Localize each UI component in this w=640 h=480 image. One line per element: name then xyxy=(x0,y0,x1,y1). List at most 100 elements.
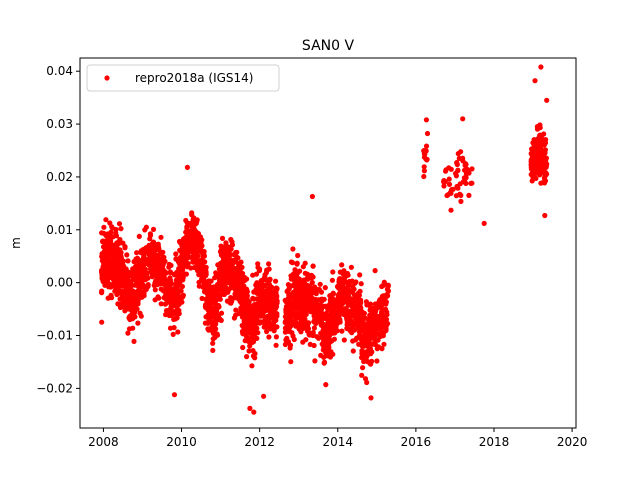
data-point xyxy=(198,240,204,246)
data-point xyxy=(249,363,255,369)
data-point xyxy=(337,276,343,282)
data-point xyxy=(343,306,349,312)
data-point xyxy=(261,393,267,399)
data-point xyxy=(421,168,427,174)
data-point xyxy=(127,282,133,288)
data-point xyxy=(126,326,133,332)
data-point xyxy=(206,309,212,315)
data-point xyxy=(298,317,304,323)
data-point xyxy=(180,277,186,283)
data-point xyxy=(358,281,364,287)
legend-label: repro2018a (IGS14) xyxy=(135,71,253,85)
data-point xyxy=(132,277,138,283)
data-point xyxy=(320,347,326,353)
data-point xyxy=(542,212,548,219)
data-point xyxy=(307,300,313,306)
data-point xyxy=(182,248,189,254)
data-point xyxy=(441,179,447,185)
data-point xyxy=(298,293,305,300)
data-point xyxy=(223,242,229,248)
data-point xyxy=(282,329,288,335)
data-point xyxy=(250,303,256,309)
data-point xyxy=(323,338,329,344)
data-point xyxy=(136,233,142,239)
data-point xyxy=(379,283,385,290)
data-point xyxy=(242,295,249,301)
data-point xyxy=(170,331,176,337)
data-point xyxy=(336,296,342,302)
data-point xyxy=(112,269,119,275)
data-point xyxy=(291,336,297,343)
data-point xyxy=(304,271,311,277)
data-point xyxy=(302,283,308,289)
data-point xyxy=(122,283,128,289)
data-point xyxy=(266,266,272,272)
data-point xyxy=(207,296,213,302)
data-point xyxy=(161,254,167,260)
data-point xyxy=(315,319,321,325)
data-point xyxy=(142,261,148,267)
data-point xyxy=(101,224,107,230)
data-point xyxy=(289,330,295,336)
data-point xyxy=(340,286,346,292)
data-point xyxy=(544,171,550,177)
data-point xyxy=(306,320,312,326)
data-point xyxy=(240,288,246,294)
data-point xyxy=(113,230,119,236)
data-point xyxy=(191,250,197,256)
data-point xyxy=(100,254,106,261)
data-point xyxy=(454,161,460,168)
data-point xyxy=(350,348,356,354)
data-point xyxy=(362,376,369,382)
data-point xyxy=(122,269,129,275)
data-point xyxy=(285,314,292,320)
data-point xyxy=(538,64,544,70)
data-point xyxy=(170,308,176,315)
data-point xyxy=(131,292,137,298)
data-point xyxy=(463,162,469,168)
data-point xyxy=(184,164,190,170)
data-point xyxy=(138,313,144,319)
data-point xyxy=(423,143,430,149)
data-point xyxy=(450,186,456,192)
data-point xyxy=(324,348,330,354)
data-point xyxy=(310,263,316,269)
data-point xyxy=(446,176,452,182)
data-point xyxy=(184,230,190,236)
data-point xyxy=(261,276,267,283)
data-point xyxy=(118,255,124,261)
data-point xyxy=(154,259,161,265)
legend-box xyxy=(86,64,280,92)
data-point xyxy=(367,312,373,318)
data-point xyxy=(327,354,333,360)
data-point xyxy=(253,309,259,315)
data-point xyxy=(316,302,322,308)
data-point xyxy=(273,278,279,284)
data-point xyxy=(333,328,339,334)
data-point xyxy=(119,288,125,294)
x-tick-label: 2020 xyxy=(557,435,588,449)
data-point xyxy=(371,329,377,335)
data-point xyxy=(288,259,294,265)
data-point xyxy=(351,311,357,317)
data-point xyxy=(147,250,154,256)
data-point xyxy=(325,306,331,312)
data-point xyxy=(542,150,548,156)
data-point xyxy=(250,353,256,359)
data-point xyxy=(153,268,159,274)
data-point xyxy=(321,328,327,334)
data-point xyxy=(455,151,461,157)
data-point xyxy=(187,247,193,253)
data-point xyxy=(309,193,315,200)
data-point xyxy=(423,117,429,123)
data-point xyxy=(141,254,147,260)
x-tick-label: 2018 xyxy=(479,435,510,449)
data-point xyxy=(244,354,250,360)
data-point xyxy=(143,246,149,252)
data-point xyxy=(174,269,180,275)
data-point xyxy=(192,231,199,237)
data-point xyxy=(531,165,538,171)
data-point xyxy=(104,279,110,285)
data-point xyxy=(290,246,296,252)
data-point xyxy=(135,283,141,289)
